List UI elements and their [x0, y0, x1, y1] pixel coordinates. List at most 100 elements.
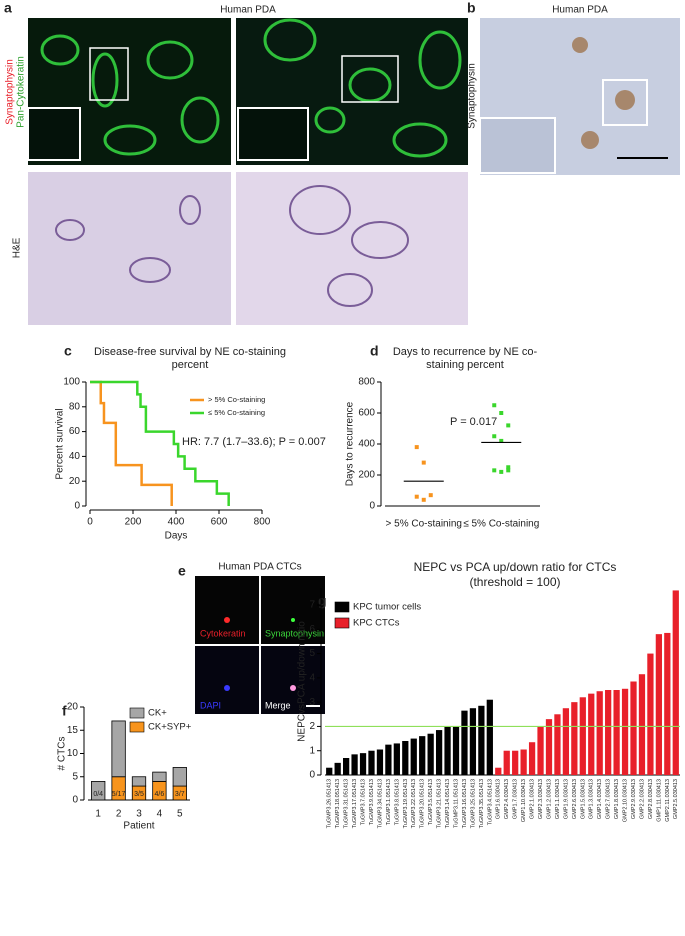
bar	[478, 705, 485, 775]
x-tick-label: GMP1.1.030413	[555, 779, 561, 819]
x-tick-label: TuGMP3.21.051413	[437, 779, 443, 828]
legend-label: CK+	[148, 708, 167, 719]
y-tick-label: 80	[69, 401, 81, 412]
y-tick-label: 40	[69, 451, 81, 462]
y-tick-label: 0	[369, 501, 375, 512]
bar-segment	[172, 767, 187, 787]
chart-title: Days to recurrence by NE co-staining per…	[392, 346, 538, 371]
bar	[520, 749, 527, 775]
legend-swatch	[129, 721, 145, 733]
y-axis-label: # CTCs	[57, 737, 68, 771]
bar	[427, 733, 434, 775]
legend-label: > 5% Co-staining	[208, 395, 265, 404]
x-tick-label: 400	[168, 517, 185, 528]
image	[28, 172, 231, 325]
x-tick-label: GMP2.5.030413	[673, 779, 679, 819]
bar-segment	[131, 776, 147, 787]
x-tick-label: TuGMP3.25.051413	[470, 779, 476, 828]
bar	[385, 744, 392, 775]
image	[195, 576, 259, 644]
bar	[376, 749, 384, 775]
point	[492, 434, 497, 439]
x-tick-label: 0	[87, 517, 93, 528]
x-tick-label: GMP1.5.030413	[580, 779, 586, 819]
y-tick-label: 0	[309, 770, 315, 781]
y-tick-label: 3	[309, 697, 315, 708]
x-tick-label: GMP2.11.030413	[665, 779, 671, 822]
bar	[419, 736, 426, 775]
point	[506, 465, 511, 470]
x-tick-label: ≤ 5% Co-staining	[463, 519, 539, 530]
x-tick-label: 5	[177, 809, 183, 820]
bar	[393, 743, 400, 775]
bar	[528, 742, 536, 775]
x-tick-label: GMP1.10.030413	[521, 779, 527, 822]
legend-swatch	[129, 707, 145, 719]
x-tick-label: TuGMP3.1.051413	[386, 779, 392, 825]
stain-label: Synaptophysin	[467, 63, 478, 129]
legend-label: CK+SYP+	[148, 722, 192, 733]
chart-title: NEPC vs PCA up/down ratio for CTCs (thre…	[413, 560, 617, 589]
survival-curve	[90, 380, 173, 506]
y-tick-label: 15	[67, 725, 79, 736]
image	[195, 646, 259, 714]
x-tick-label: GMP1.4.030413	[597, 779, 603, 819]
x-tick-label: TuGMP3.18.051413	[335, 779, 341, 828]
panel-letter: d	[370, 343, 379, 359]
bar	[613, 690, 620, 775]
point	[499, 469, 504, 474]
x-tick-label: TuGMP3.9.051413	[369, 779, 375, 825]
x-tick-label: TuGMP3.19.051413	[403, 779, 409, 828]
bar	[351, 754, 358, 775]
bar	[672, 590, 679, 775]
bar	[655, 634, 662, 775]
bar	[579, 697, 586, 775]
channel-label: Cytokeratin	[200, 628, 246, 638]
point	[414, 445, 419, 450]
panel-letter: e	[178, 563, 186, 579]
bar	[359, 753, 367, 775]
annotation: HR: 7.7 (1.7–33.6); P = 0.007	[182, 436, 326, 448]
bar	[605, 690, 612, 775]
legend-swatch	[334, 617, 350, 629]
bar	[495, 767, 502, 775]
row-label: H&E	[12, 237, 23, 258]
x-tick-label: 800	[254, 517, 271, 528]
value-label: 0/4	[93, 791, 103, 798]
panel-title: Human PDA	[552, 5, 608, 16]
legend-label: KPC CTCs	[353, 618, 400, 629]
point	[492, 468, 497, 473]
y-tick-label: 5	[309, 648, 315, 659]
y-tick-label: 200	[358, 470, 375, 481]
cell	[291, 618, 295, 622]
survival-curve	[90, 380, 230, 506]
x-tick-label: GMP2.9.030413	[631, 779, 637, 819]
legend-swatch	[334, 601, 350, 613]
x-tick-label: > 5% Co-staining	[386, 519, 462, 530]
x-tick-label: TuGMP3.17.051413	[352, 779, 358, 828]
image-texture	[572, 37, 635, 149]
bar	[630, 681, 637, 775]
x-axis-label: Patient	[123, 821, 154, 832]
bar	[647, 653, 654, 775]
point	[421, 497, 426, 502]
x-tick-label: GMP2.3.030413	[538, 779, 544, 819]
value-label: 3/5	[134, 791, 144, 798]
x-tick-label: GMP2.1.030413	[530, 779, 536, 819]
x-tick-label: GMP2.8.030413	[648, 779, 654, 819]
y-tick-label: 6	[309, 624, 315, 635]
legend-label: KPC tumor cells	[353, 602, 421, 613]
x-tick-label: TuGMP3.34.051413	[377, 779, 383, 828]
bar	[512, 750, 519, 775]
channel-label: Synaptophysin	[265, 628, 324, 638]
x-tick-label: 3	[136, 809, 142, 820]
x-tick-label: GMP1.7.030413	[513, 779, 519, 819]
bar	[469, 708, 477, 775]
bar	[402, 741, 409, 775]
x-tick-label: TuGMP3.26.051413	[327, 779, 333, 828]
x-tick-label: 4	[157, 809, 163, 820]
panel-letter: f	[62, 703, 67, 719]
x-tick-label: TuGMP3.7.051413	[360, 779, 366, 825]
